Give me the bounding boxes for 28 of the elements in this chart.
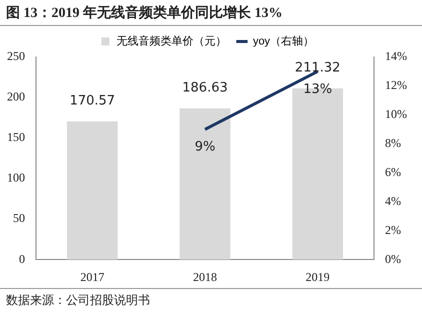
- y2-tick-label: 10%: [385, 107, 408, 122]
- legend-label: yoy（右轴）: [252, 34, 314, 48]
- y2-tick-label: 12%: [385, 78, 408, 92]
- data-label: 9%: [194, 140, 216, 155]
- y2-tick-label: 8%: [385, 136, 402, 150]
- x-tick-label: 2019: [306, 270, 330, 284]
- bar: [180, 108, 230, 260]
- y2-tick-label: 6%: [385, 164, 402, 179]
- data-label: 211.32: [294, 60, 340, 76]
- source-note: 数据来源：公司招股说明书: [0, 288, 422, 312]
- y2-tick-label: 14%: [385, 49, 408, 64]
- y2-tick-label: 2%: [385, 222, 402, 237]
- y2-tick-label: 0%: [385, 252, 402, 266]
- x-tick-label: 2018: [193, 270, 217, 284]
- data-label: 186.63: [182, 80, 228, 96]
- y-tick-label: 100: [7, 170, 25, 185]
- x-tick-label: 2017: [80, 270, 104, 284]
- data-label: 170.57: [70, 94, 116, 109]
- y-tick-label: 0: [19, 252, 25, 266]
- bar: [66, 121, 118, 260]
- y-tick-label: 250: [7, 49, 25, 64]
- chart-title: 图 13：2019 年无线音频类单价同比增长 13%: [0, 0, 422, 26]
- legend-label: 无线音频类单价（元）: [116, 34, 226, 48]
- data-label: 13%: [303, 82, 332, 97]
- y-tick-label: 200: [7, 90, 25, 104]
- y2-tick-label: 4%: [385, 194, 402, 208]
- y-tick-label: 50: [13, 211, 25, 226]
- y-tick-label: 150: [7, 130, 25, 144]
